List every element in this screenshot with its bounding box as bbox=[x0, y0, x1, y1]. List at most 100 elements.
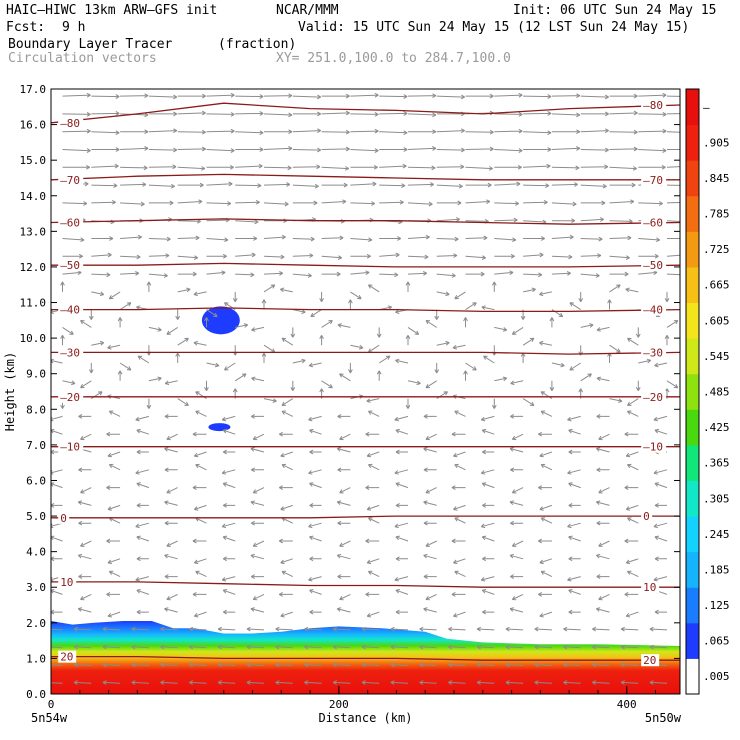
circulation-vector bbox=[164, 574, 178, 579]
circulation-vector bbox=[539, 451, 553, 458]
circulation-vector bbox=[309, 556, 322, 562]
circulation-vector bbox=[189, 680, 207, 685]
circulation-vector bbox=[160, 626, 178, 632]
circulation-vector bbox=[222, 503, 236, 508]
circulation-vector bbox=[235, 272, 255, 278]
circulation-vector bbox=[654, 556, 667, 562]
circulation-vector bbox=[609, 255, 630, 260]
circulation-vector bbox=[649, 644, 668, 650]
circulation-vector bbox=[77, 500, 92, 506]
isotherm-contour bbox=[51, 262, 680, 268]
contour-label: –40 bbox=[643, 304, 663, 317]
circulation-vector bbox=[494, 112, 523, 117]
circulation-vector bbox=[206, 237, 229, 243]
circulation-vector bbox=[91, 272, 111, 278]
circulation-vector bbox=[511, 326, 524, 335]
circulation-vector bbox=[451, 538, 466, 544]
circulation-vector bbox=[77, 553, 92, 560]
contour-label-bg bbox=[58, 440, 84, 453]
circulation-vector bbox=[91, 94, 120, 99]
circulation-vector bbox=[549, 380, 555, 392]
circulation-vector bbox=[635, 327, 641, 338]
circulation-vector bbox=[549, 317, 555, 328]
circulation-vector bbox=[627, 463, 639, 471]
circulation-vector bbox=[620, 662, 639, 668]
circulation-vector bbox=[281, 398, 294, 406]
circulation-vector bbox=[568, 556, 581, 562]
circulation-vector bbox=[436, 273, 456, 278]
circulation-vector bbox=[423, 607, 437, 613]
contour-label-bg bbox=[641, 173, 667, 186]
circulation-vector bbox=[136, 535, 150, 542]
circulation-vector bbox=[206, 309, 218, 318]
circulation-vector bbox=[379, 94, 408, 99]
circulation-vector bbox=[522, 337, 535, 346]
circulation-vector bbox=[120, 271, 140, 276]
colorbar-label: .545 bbox=[703, 350, 730, 363]
circulation-vector bbox=[350, 201, 376, 206]
circulation-vector bbox=[395, 535, 409, 542]
circulation-vector bbox=[366, 611, 380, 618]
circulation-vector bbox=[350, 128, 379, 134]
circulation-vector bbox=[263, 284, 276, 293]
circulation-vector bbox=[436, 340, 450, 346]
circulation-vector bbox=[264, 129, 293, 135]
circulation-vector bbox=[78, 520, 92, 526]
circulation-vector bbox=[250, 553, 265, 560]
circulation-vector bbox=[539, 340, 553, 346]
circulation-vector bbox=[263, 201, 289, 207]
circulation-vector bbox=[102, 662, 121, 668]
circulation-vector bbox=[195, 463, 207, 471]
contour-label-bg bbox=[58, 216, 84, 229]
circulation-vector bbox=[580, 164, 609, 170]
circulation-vector bbox=[120, 165, 148, 171]
circulation-vector bbox=[568, 589, 581, 595]
circulation-vector bbox=[551, 112, 581, 118]
circulation-vector bbox=[62, 201, 88, 206]
circulation-vector bbox=[551, 146, 581, 151]
circulation-vector bbox=[451, 591, 466, 597]
circulation-vector bbox=[91, 111, 120, 116]
circulation-vector bbox=[164, 414, 178, 419]
circulation-vector bbox=[539, 504, 553, 511]
colorbar-label: .485 bbox=[703, 386, 730, 399]
circulation-vector bbox=[135, 469, 150, 475]
circulation-vector bbox=[281, 337, 294, 346]
circulation-vector bbox=[580, 128, 609, 134]
circulation-vector bbox=[160, 662, 178, 668]
circulation-vector bbox=[73, 644, 92, 650]
circulation-vector bbox=[664, 334, 670, 346]
contour-label-bg bbox=[58, 303, 84, 316]
circulation-vector bbox=[246, 680, 265, 685]
circulation-vector bbox=[148, 111, 178, 117]
contour-label: 10 bbox=[60, 576, 73, 589]
circulation-vector bbox=[193, 611, 207, 618]
circulation-vector bbox=[275, 644, 293, 650]
circulation-vector bbox=[453, 451, 466, 458]
circulation-vector bbox=[476, 662, 495, 668]
colorbar-swatch bbox=[686, 622, 699, 659]
colorbar-label: .845 bbox=[703, 172, 730, 185]
circulation-vector bbox=[80, 540, 92, 547]
circulation-vector bbox=[365, 485, 380, 490]
circulation-vector bbox=[336, 553, 351, 560]
circulation-vector bbox=[107, 451, 121, 458]
circulation-vector bbox=[206, 148, 235, 153]
circulation-vector bbox=[321, 110, 350, 116]
circulation-vector bbox=[367, 570, 380, 578]
circulation-vector bbox=[336, 607, 351, 613]
circulation-vector bbox=[235, 236, 258, 241]
circulation-vector bbox=[666, 202, 680, 204]
circulation-vector bbox=[292, 164, 321, 170]
circulation-vector bbox=[275, 662, 293, 668]
circulation-vector bbox=[638, 148, 667, 153]
circulation-vector bbox=[624, 485, 639, 490]
circulation-vector bbox=[304, 680, 322, 685]
colorbar-swatch bbox=[686, 338, 699, 375]
circulation-vector bbox=[290, 380, 296, 392]
circulation-vector bbox=[135, 415, 150, 422]
circulation-vector bbox=[292, 236, 315, 242]
circulation-vector bbox=[60, 281, 65, 292]
circulation-vector bbox=[350, 270, 370, 276]
circulation-vector bbox=[538, 485, 552, 490]
